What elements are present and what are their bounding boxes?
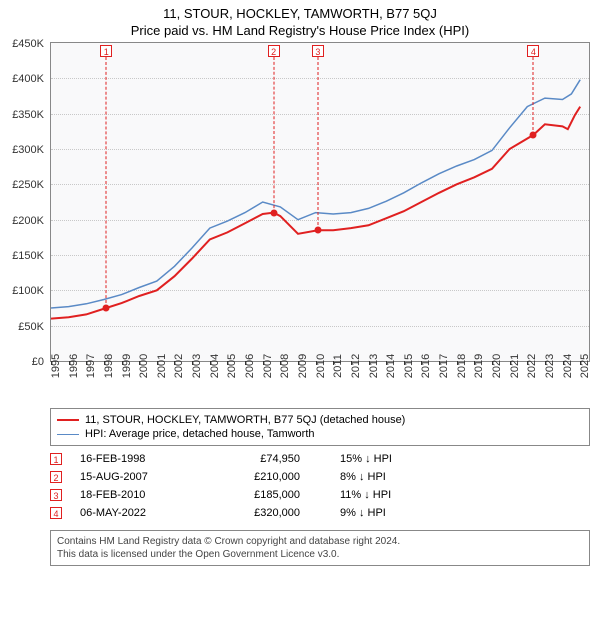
transaction-marker-dot: [314, 227, 321, 234]
x-tick-label: 2018: [456, 354, 468, 378]
transaction-price: £320,000: [200, 507, 340, 519]
transaction-price: £210,000: [200, 471, 340, 483]
legend-row: 11, STOUR, HOCKLEY, TAMWORTH, B77 5QJ (d…: [57, 413, 583, 427]
transaction-pct-vs-hpi: 15% ↓ HPI: [340, 453, 440, 465]
transactions-table: 1 16-FEB-1998£74,95015% ↓ HPI 2 15-AUG-2007…: [50, 450, 590, 522]
x-tick-label: 2016: [420, 354, 432, 378]
attribution-footer: Contains HM Land Registry data © Crown c…: [50, 530, 590, 566]
x-tick-label: 2025: [579, 354, 591, 378]
x-tick-label: 2009: [297, 354, 309, 378]
x-tick-label: 2006: [244, 354, 256, 378]
x-tick-label: 1997: [85, 354, 97, 378]
x-tick-label: 1999: [121, 354, 133, 378]
y-tick-label: £250K: [12, 179, 44, 191]
transaction-pct-vs-hpi: 11% ↓ HPI: [340, 489, 440, 501]
x-tick-label: 2000: [138, 354, 150, 378]
x-tick-label: 2005: [226, 354, 238, 378]
x-tick-label: 2011: [332, 354, 344, 378]
transaction-marker-dot: [530, 131, 537, 138]
transaction-index-box: 1: [50, 453, 62, 465]
y-tick-label: £400K: [12, 73, 44, 85]
transaction-marker-dot: [270, 209, 277, 216]
x-tick-label: 2022: [526, 354, 538, 378]
x-tick-label: 2007: [262, 354, 274, 378]
chart-lines: [51, 43, 589, 361]
y-tick-label: £100K: [12, 285, 44, 297]
chart-title-address: 11, STOUR, HOCKLEY, TAMWORTH, B77 5QJ: [0, 0, 600, 21]
x-tick-label: 1995: [50, 354, 62, 378]
transaction-marker-box: 4: [527, 45, 539, 57]
x-tick-label: 2023: [544, 354, 556, 378]
transaction-date: 16-FEB-1998: [80, 453, 200, 465]
transaction-date: 06-MAY-2022: [80, 507, 200, 519]
x-tick-label: 2013: [368, 354, 380, 378]
x-tick-label: 2008: [279, 354, 291, 378]
legend-label: HPI: Average price, detached house, Tamw…: [85, 428, 315, 440]
x-tick-label: 2002: [173, 354, 185, 378]
legend-row: HPI: Average price, detached house, Tamw…: [57, 427, 583, 441]
footer-line-2: This data is licensed under the Open Gov…: [57, 548, 583, 561]
y-tick-label: £450K: [12, 38, 44, 50]
transaction-row: 3 18-FEB-2010£185,00011% ↓ HPI: [50, 486, 590, 504]
chart-plot-area: 1 2 3 4: [50, 42, 590, 362]
transaction-index-box: 2: [50, 471, 62, 483]
transaction-index-box: 4: [50, 507, 62, 519]
legend-swatch: [57, 419, 79, 421]
page: 11, STOUR, HOCKLEY, TAMWORTH, B77 5QJ Pr…: [0, 0, 600, 620]
x-tick-label: 2003: [191, 354, 203, 378]
x-tick-label: 2010: [315, 354, 327, 378]
transaction-pct-vs-hpi: 8% ↓ HPI: [340, 471, 440, 483]
transaction-row: 1 16-FEB-1998£74,95015% ↓ HPI: [50, 450, 590, 468]
x-tick-label: 2014: [385, 354, 397, 378]
x-axis-labels: 1995199619971998199920002001200220032004…: [50, 362, 590, 402]
x-tick-label: 1998: [103, 354, 115, 378]
y-tick-label: £0: [32, 356, 44, 368]
x-tick-label: 2024: [562, 354, 574, 378]
y-tick-label: £350K: [12, 109, 44, 121]
transaction-marker-line: [317, 57, 318, 230]
x-tick-label: 1996: [68, 354, 80, 378]
x-tick-label: 2020: [491, 354, 503, 378]
transaction-row: 2 15-AUG-2007£210,0008% ↓ HPI: [50, 468, 590, 486]
x-tick-label: 2012: [350, 354, 362, 378]
y-tick-label: £200K: [12, 215, 44, 227]
x-tick-label: 2015: [403, 354, 415, 378]
transaction-date: 15-AUG-2007: [80, 471, 200, 483]
legend-label: 11, STOUR, HOCKLEY, TAMWORTH, B77 5QJ (d…: [85, 414, 405, 426]
x-tick-label: 2017: [438, 354, 450, 378]
x-tick-label: 2004: [209, 354, 221, 378]
transaction-marker-box: 1: [100, 45, 112, 57]
transaction-price: £185,000: [200, 489, 340, 501]
legend-swatch: [57, 434, 79, 435]
transaction-marker-line: [273, 57, 274, 213]
legend: 11, STOUR, HOCKLEY, TAMWORTH, B77 5QJ (d…: [50, 408, 590, 446]
footer-line-1: Contains HM Land Registry data © Crown c…: [57, 535, 583, 548]
chart-title-sub: Price paid vs. HM Land Registry's House …: [0, 21, 600, 42]
series-hpi: [51, 80, 580, 308]
y-axis-labels: £0£50K£100K£150K£200K£250K£300K£350K£400…: [0, 44, 46, 364]
x-tick-label: 2021: [509, 354, 521, 378]
transaction-row: 4 06-MAY-2022£320,0009% ↓ HPI: [50, 504, 590, 522]
transaction-marker-line: [533, 57, 534, 135]
y-tick-label: £150K: [12, 250, 44, 262]
transaction-index-box: 3: [50, 489, 62, 501]
x-tick-label: 2019: [473, 354, 485, 378]
transaction-marker-line: [106, 57, 107, 308]
transaction-date: 18-FEB-2010: [80, 489, 200, 501]
transaction-marker-box: 2: [268, 45, 280, 57]
y-tick-label: £300K: [12, 144, 44, 156]
transaction-price: £74,950: [200, 453, 340, 465]
transaction-marker-box: 3: [312, 45, 324, 57]
x-tick-label: 2001: [156, 354, 168, 378]
transaction-pct-vs-hpi: 9% ↓ HPI: [340, 507, 440, 519]
transaction-marker-dot: [103, 305, 110, 312]
y-tick-label: £50K: [18, 321, 44, 333]
